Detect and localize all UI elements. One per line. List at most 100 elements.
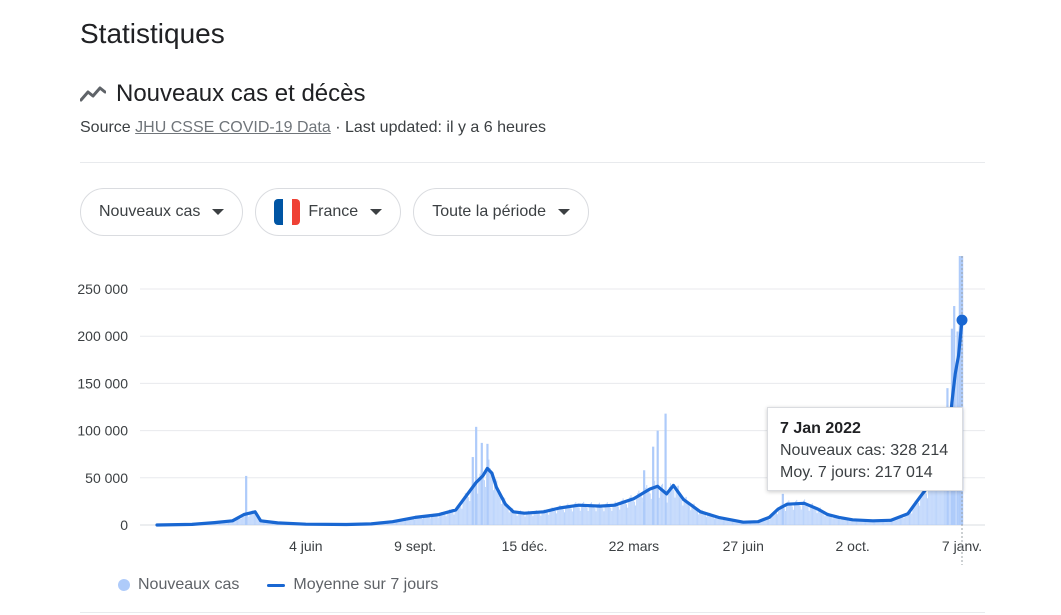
daily-case-bar xyxy=(727,519,729,525)
daily-case-bar xyxy=(460,506,462,525)
daily-case-bar xyxy=(686,500,688,525)
daily-case-bar xyxy=(400,519,402,525)
daily-case-bar xyxy=(778,509,780,525)
daily-case-bar xyxy=(921,491,923,525)
daily-case-bar xyxy=(692,503,694,525)
daily-case-bar xyxy=(774,512,776,525)
period-label: Toute la période xyxy=(432,203,547,220)
daily-case-bar xyxy=(489,468,491,525)
daily-case-bar xyxy=(636,498,638,525)
daily-case-bar xyxy=(573,506,574,525)
daily-case-bar xyxy=(556,513,558,525)
daily-case-bar xyxy=(892,519,894,525)
daily-case-bar xyxy=(923,490,925,525)
daily-case-bar xyxy=(264,522,266,525)
cases-chart[interactable]: 0 50 000 100 000 150 000 200 000 250 000 4 jui… xyxy=(0,250,1061,570)
daily-case-bar xyxy=(630,495,632,525)
daily-case-bar xyxy=(795,501,797,525)
daily-case-bar xyxy=(704,514,706,525)
daily-case-bar xyxy=(523,514,525,525)
daily-case-bar xyxy=(624,502,626,525)
daily-case-bar xyxy=(664,413,667,525)
metric-dropdown[interactable]: Nouveaux cas xyxy=(80,188,244,236)
legend-line-swatch xyxy=(267,583,286,587)
daily-case-bar xyxy=(878,521,880,525)
daily-case-bar xyxy=(804,499,806,525)
daily-case-bar xyxy=(865,520,866,525)
daily-case-bar xyxy=(643,470,646,525)
daily-case-bar xyxy=(589,503,591,525)
tooltip-cases: Nouveaux cas: 328 214 xyxy=(780,442,949,459)
daily-case-bar xyxy=(728,520,730,525)
daily-case-bar xyxy=(577,505,579,525)
daily-case-bar xyxy=(235,517,237,525)
daily-case-bar xyxy=(852,519,854,525)
legend-bars-label: Nouveaux cas xyxy=(138,576,240,593)
daily-case-bar xyxy=(837,517,839,525)
daily-case-bar xyxy=(886,520,888,525)
daily-case-bar xyxy=(693,503,695,525)
daily-case-bar xyxy=(558,506,560,525)
daily-case-bar xyxy=(633,501,635,525)
daily-case-bar xyxy=(858,519,860,525)
hover-point xyxy=(956,314,968,326)
daily-case-bar xyxy=(745,522,747,525)
daily-case-bar xyxy=(411,518,413,525)
daily-case-bar xyxy=(841,518,843,525)
daily-case-bar xyxy=(735,520,737,525)
daily-case-bar xyxy=(834,515,836,525)
daily-case-bar xyxy=(812,503,814,525)
daily-case-bar xyxy=(672,487,674,525)
daily-case-bar xyxy=(248,516,250,525)
x-tick-label: 4 juin xyxy=(289,538,322,554)
daily-case-bar xyxy=(569,507,571,525)
daily-case-bar xyxy=(700,510,702,525)
daily-case-bar xyxy=(673,490,675,525)
daily-case-bar xyxy=(668,486,670,525)
daily-case-bar xyxy=(791,506,793,525)
daily-case-bar xyxy=(538,512,540,525)
daily-case-bar xyxy=(234,518,236,525)
daily-case-bar xyxy=(635,505,636,525)
daily-case-bar xyxy=(454,510,456,525)
daily-case-bar xyxy=(533,513,535,525)
source-link[interactable]: JHU CSSE COVID-19 Data xyxy=(135,119,331,136)
daily-case-bar xyxy=(462,502,464,525)
daily-case-bar xyxy=(594,508,596,525)
daily-case-bar xyxy=(889,519,891,525)
daily-case-bar xyxy=(547,512,549,525)
daily-case-bar xyxy=(856,521,857,525)
daily-case-bar xyxy=(410,517,412,525)
daily-case-bar xyxy=(507,508,509,525)
daily-case-bar xyxy=(251,510,253,525)
daily-case-bar xyxy=(822,511,824,525)
daily-case-bar xyxy=(883,519,885,525)
daily-case-bar xyxy=(655,485,657,525)
daily-case-bar xyxy=(514,512,516,525)
daily-case-bar xyxy=(763,518,765,525)
daily-case-bar xyxy=(596,506,598,525)
daily-case-bar xyxy=(868,520,870,525)
daily-case-bar xyxy=(554,510,556,525)
daily-case-bar xyxy=(641,497,643,525)
daily-case-bar xyxy=(256,516,258,525)
daily-case-bar xyxy=(230,521,232,525)
daily-case-bar xyxy=(679,491,680,525)
x-tick-label: 15 déc. xyxy=(502,538,548,554)
daily-case-bar xyxy=(884,520,886,525)
daily-case-bar xyxy=(222,521,224,525)
daily-case-bar xyxy=(397,521,399,525)
daily-case-bar xyxy=(809,506,811,525)
daily-case-bar xyxy=(863,521,865,525)
daily-case-bar xyxy=(797,502,799,525)
daily-case-bar xyxy=(924,491,926,525)
daily-case-bar xyxy=(901,516,903,525)
daily-case-bar xyxy=(574,503,576,525)
daily-case-bar xyxy=(566,504,568,525)
daily-case-bar xyxy=(915,501,917,525)
country-dropdown[interactable]: France xyxy=(255,188,402,236)
period-dropdown[interactable]: Toute la période xyxy=(413,188,590,236)
daily-case-bar xyxy=(803,500,804,525)
daily-case-bar xyxy=(548,514,550,525)
daily-case-bar xyxy=(897,516,899,525)
